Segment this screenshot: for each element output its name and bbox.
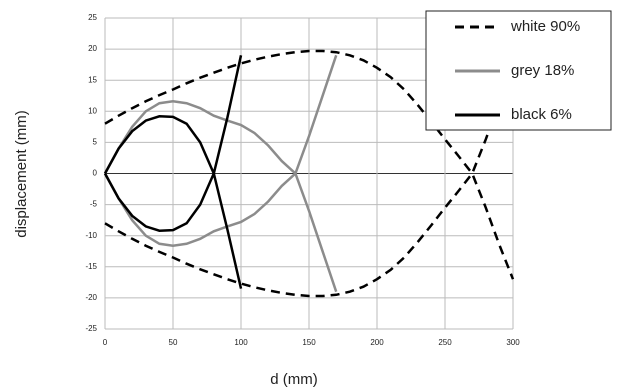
series-line <box>104 49 515 280</box>
y-tick-label: -10 <box>85 231 97 240</box>
legend-label: grey 18% <box>511 62 574 79</box>
y-tick-label: 15 <box>88 75 97 84</box>
series-line <box>103 54 338 247</box>
y-tick-label: 0 <box>93 169 98 178</box>
y-axis-label: displacement (mm) <box>13 110 30 238</box>
y-tick-label: 5 <box>93 138 98 147</box>
legend-label: black 6% <box>511 106 572 123</box>
series-line <box>104 67 515 298</box>
x-tick-label: 100 <box>234 338 248 347</box>
x-axis-label: d (mm) <box>270 371 318 388</box>
x-tick-label: 50 <box>169 338 178 347</box>
x-tick-label: 200 <box>370 338 384 347</box>
series-line <box>103 55 243 232</box>
y-tick-label: -15 <box>85 262 97 271</box>
x-tick-label: 250 <box>438 338 452 347</box>
x-tick-label: 0 <box>103 338 108 347</box>
legend-label: white 90% <box>510 18 580 35</box>
y-tick-label: -5 <box>90 200 98 209</box>
y-tick-label: 25 <box>88 13 97 22</box>
x-tick-label: 150 <box>302 338 316 347</box>
series-line <box>103 100 338 293</box>
series-line <box>103 115 243 289</box>
y-tick-label: 20 <box>88 44 97 53</box>
y-tick-label: 10 <box>88 106 97 115</box>
y-tick-label: -20 <box>85 293 97 302</box>
y-tick-label: -25 <box>85 324 97 333</box>
x-tick-label: 300 <box>506 338 520 347</box>
